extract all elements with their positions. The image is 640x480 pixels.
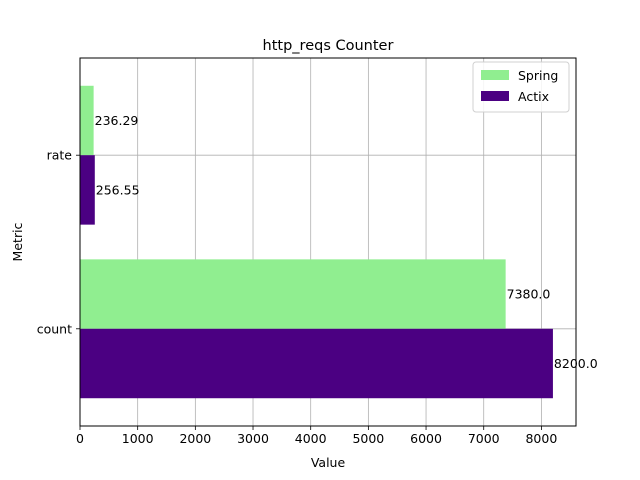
x-tick-label: 7000 [468,431,500,446]
legend-label-actix: Actix [518,89,549,104]
bar-spring-count [80,259,506,329]
legend-swatch-spring [481,70,509,80]
x-tick-label: 3000 [237,431,269,446]
legend: Spring Actix [472,61,570,113]
y-axis-ticks: count rate [37,148,80,336]
bar-value-label: 236.29 [95,113,139,128]
x-tick-label: 6000 [410,431,442,446]
x-tick-label: 8000 [525,431,557,446]
x-tick-label: 2000 [179,431,211,446]
y-axis-label: Metric [10,222,25,261]
x-tick-label: 4000 [295,431,327,446]
x-axis-label: Value [311,455,346,470]
plot-frame [79,57,577,427]
x-tick-label: 1000 [122,431,154,446]
x-tick-label: 0 [76,431,84,446]
bar-spring-rate [80,85,94,156]
x-tick-label: 5000 [352,431,384,446]
bars [80,85,553,399]
x-axis-ticks: 0 1000 2000 3000 4000 5000 6000 7000 8000 [76,426,557,446]
y-tick-label-rate: rate [47,148,73,163]
legend-swatch-actix [481,91,509,101]
bar-value-label: 256.55 [96,182,140,197]
chart-title: http_reqs Counter [263,38,394,54]
legend-label-spring: Spring [518,68,558,83]
bar-value-label: 7380.0 [507,287,551,302]
bar-actix-rate [80,155,95,225]
bar-actix-count [80,328,553,399]
y-tick-label-count: count [37,321,72,336]
